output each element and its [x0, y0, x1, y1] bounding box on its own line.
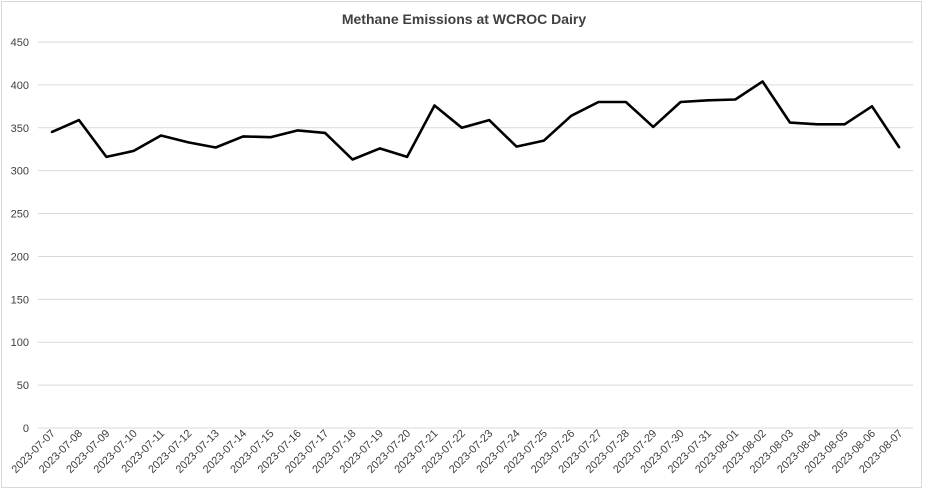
- data-point: [570, 114, 573, 117]
- y-tick-label: 150: [11, 294, 29, 306]
- data-point: [788, 121, 791, 124]
- data-point: [734, 98, 737, 101]
- y-axis: 0 50 100 150 200 250 300 350 400 450: [11, 37, 29, 435]
- data-point: [296, 129, 299, 132]
- y-tick-label: 450: [11, 37, 29, 49]
- data-point: [843, 123, 846, 126]
- data-point: [105, 155, 108, 158]
- data-point: [160, 134, 163, 137]
- y-tick-label: 100: [11, 337, 29, 349]
- data-point: [761, 80, 764, 83]
- data-point: [898, 146, 901, 149]
- series-layer: [50, 80, 901, 161]
- data-point: [269, 136, 272, 139]
- data-point: [433, 104, 436, 107]
- data-point: [488, 119, 491, 122]
- data-point: [406, 155, 409, 158]
- chart-title: Methane Emissions at WCROC Dairy: [342, 11, 586, 27]
- y-tick-label: 0: [23, 423, 29, 435]
- data-point: [50, 131, 53, 134]
- data-point: [597, 101, 600, 104]
- y-tick-label: 200: [11, 251, 29, 263]
- data-point: [706, 99, 709, 102]
- y-tick-label: 50: [17, 380, 29, 392]
- y-tick-label: 300: [11, 166, 29, 178]
- data-point: [816, 123, 819, 126]
- data-point: [324, 131, 327, 134]
- data-point: [460, 126, 463, 129]
- data-point: [78, 119, 81, 122]
- data-point: [242, 135, 245, 138]
- data-point: [214, 146, 217, 149]
- x-axis: 2023-07-072023-07-082023-07-092023-07-10…: [10, 428, 906, 476]
- data-point: [515, 145, 518, 148]
- data-point: [132, 149, 135, 152]
- data-point: [187, 141, 190, 144]
- y-tick-label: 400: [11, 80, 29, 92]
- data-point: [378, 147, 381, 150]
- y-tick-label: 250: [11, 209, 29, 221]
- data-point: [652, 125, 655, 128]
- data-point: [679, 101, 682, 104]
- data-point: [624, 101, 627, 104]
- y-tick-label: 350: [11, 123, 29, 135]
- data-point: [870, 105, 873, 108]
- data-point: [542, 139, 545, 142]
- gridlines: [38, 41, 913, 429]
- data-point: [351, 158, 354, 161]
- series-line: [51, 80, 901, 161]
